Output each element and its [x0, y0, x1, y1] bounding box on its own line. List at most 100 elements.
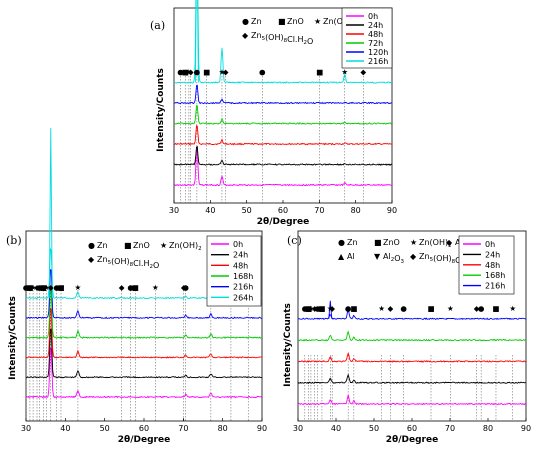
- x-tick-label: 40: [331, 424, 341, 433]
- phase-legend-symbol: ◆: [410, 252, 417, 261]
- phase-marker: ★: [186, 68, 193, 77]
- phase-marker: ◆: [474, 304, 480, 313]
- legend-label-24h: 24h: [368, 21, 383, 30]
- chart-panel-a: ●■★◆ ● ■ ★◆ ● ■ ★ ◆30 40 50 60 70 80 902θ/DegreeInten…: [150, 0, 397, 227]
- phase-marker: ■: [427, 304, 434, 313]
- legend-label-24h: 24h: [485, 250, 500, 259]
- phase-marker: ◆: [312, 304, 318, 313]
- phase-marker: ●: [194, 68, 201, 77]
- panel-label: (c): [287, 234, 302, 247]
- phase-marker: ■: [316, 68, 323, 77]
- x-tick-label: 70: [445, 424, 455, 433]
- phase-legend-label: Zn(OH)2: [419, 238, 452, 249]
- phase-marker: ■: [305, 304, 312, 313]
- y-axis-label: Intensity/Counts: [8, 296, 18, 380]
- phase-marker: ●: [177, 68, 184, 77]
- phase-legend-symbol: ■: [278, 17, 286, 26]
- x-tick-label: 30: [169, 206, 179, 215]
- phase-marker: ★: [308, 304, 315, 313]
- phase-marker: ◆: [360, 68, 366, 77]
- phase-marker: ●: [400, 304, 407, 313]
- phase-legend-symbol: ■: [374, 238, 382, 247]
- phase-marker: ■: [203, 68, 210, 77]
- series-line-120h: [173, 84, 393, 105]
- series-line-48h: [174, 125, 393, 146]
- series-line-48h: [297, 351, 526, 363]
- x-tick-label: 50: [242, 206, 252, 215]
- x-axis-label: 2θ/Degree: [118, 435, 170, 445]
- legend-label-216h: 216h: [233, 283, 253, 292]
- series-line-0h: [173, 147, 393, 187]
- series-line-168h: [297, 330, 526, 342]
- phase-marker: ■: [492, 304, 499, 313]
- phase-legend-symbol: ●: [338, 238, 345, 247]
- series-line-0h: [25, 347, 263, 399]
- series-line-0h: [297, 394, 527, 406]
- phase-legend-label: Zn: [251, 17, 262, 26]
- main-peak: [328, 300, 333, 319]
- legend-label-264h: 264h: [233, 293, 253, 302]
- phase-marker: ★: [75, 283, 82, 292]
- x-tick-label: 60: [407, 424, 417, 433]
- phase-marker: ★: [327, 304, 334, 313]
- x-tick-label: 40: [205, 206, 215, 215]
- phase-legend-symbol: ■: [124, 241, 132, 250]
- phase-marker: ●: [302, 304, 309, 313]
- x-tick-label: 30: [293, 424, 303, 433]
- phase-legend-label: Zn(OH)2: [169, 241, 202, 252]
- phase-legend: ●Zn■ZnO★Zn(OH)2◆Zn5(OH)8Cl.H2O: [242, 17, 356, 46]
- legend-label-0h: 0h: [485, 240, 495, 249]
- phase-legend-symbol: ◆: [446, 238, 453, 247]
- x-tick-label: 90: [387, 206, 397, 215]
- x-axis-label: 2θ/Degree: [386, 435, 438, 445]
- legend-label-168h: 168h: [485, 271, 505, 280]
- x-tick-label: 80: [351, 206, 361, 215]
- x-tick-label: 50: [369, 424, 379, 433]
- x-tick-label: 80: [483, 424, 493, 433]
- phase-legend-symbol: ★: [160, 241, 167, 250]
- legend-label-0h: 0h: [368, 12, 378, 21]
- phase-marker: ◆: [387, 304, 393, 313]
- x-tick-label: 90: [257, 424, 267, 433]
- phase-legend-label: ZnO: [133, 241, 150, 250]
- phase-legend-symbol: ★: [314, 17, 321, 26]
- legend-label-0h: 0h: [233, 240, 243, 249]
- legend-label-168h: 168h: [233, 272, 253, 281]
- series-line-24h: [297, 373, 526, 385]
- legend-label-216h: 216h: [368, 57, 388, 66]
- phase-legend-label: Al: [347, 252, 355, 261]
- phase-legend-symbol: ●: [242, 17, 249, 26]
- series-line-24h: [173, 145, 393, 166]
- phase-marker: ◆: [329, 304, 335, 313]
- phase-marker: ■: [318, 304, 325, 313]
- phase-legend-label: Zn5(OH)8Cl.H2O: [97, 255, 159, 270]
- legend-label-48h: 48h: [233, 261, 248, 270]
- phase-legend-symbol: ▼: [374, 252, 381, 261]
- phase-legend-symbol: ●: [88, 241, 95, 250]
- x-tick-label: 60: [278, 206, 288, 215]
- series-line-216h: [25, 268, 263, 320]
- phase-marker: ★: [447, 304, 454, 313]
- phase-marker: ●: [314, 304, 321, 313]
- x-tick-label: 90: [521, 424, 531, 433]
- phase-marker: ◆: [181, 283, 187, 292]
- phase-marker: ■: [40, 283, 47, 292]
- phase-marker: ★: [341, 68, 348, 77]
- legend-label-48h: 48h: [368, 30, 383, 39]
- phase-legend-symbol: ▲: [338, 252, 345, 261]
- phase-legend-label: Al2O3: [383, 252, 405, 265]
- main-peak: [194, 0, 199, 83]
- phase-marker: ◆: [48, 283, 54, 292]
- phase-marker: ●: [478, 304, 485, 313]
- phase-marker: ★: [378, 304, 385, 313]
- legend-label-48h: 48h: [485, 261, 500, 270]
- x-tick-label: 60: [139, 424, 149, 433]
- phase-marker: ★: [43, 283, 50, 292]
- phase-legend-label: ZnO: [287, 17, 304, 26]
- x-tick-label: 70: [178, 424, 188, 433]
- legend-label-216h: 216h: [485, 282, 505, 291]
- panel-label: (b): [6, 234, 22, 247]
- x-tick-label: 50: [100, 424, 110, 433]
